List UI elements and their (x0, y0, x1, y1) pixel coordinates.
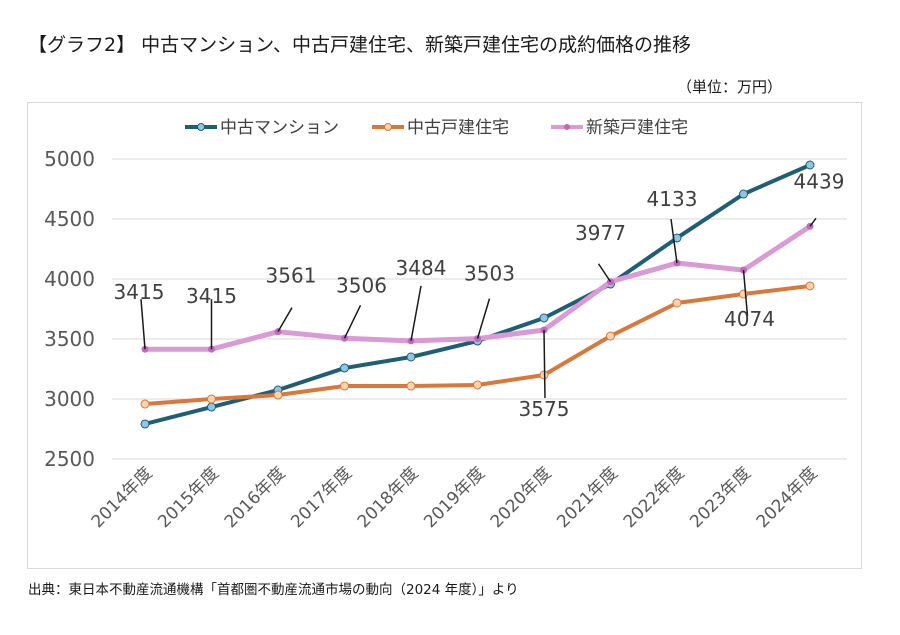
leader-line (343, 304, 362, 339)
data-point (207, 394, 216, 404)
x-tick-label: 2022年度 (620, 463, 689, 532)
leader-line (742, 270, 749, 317)
data-point (739, 189, 748, 199)
data-point (473, 380, 482, 390)
legend-marker (564, 124, 570, 130)
chart-title: 【グラフ2】 中古マンション、中古戸建住宅、新築戸建住宅の成約価格の推移 (28, 34, 691, 56)
legend-item: 中古マンション (185, 118, 339, 138)
data-point (207, 402, 216, 412)
legend-item: 新築戸建住宅 (551, 118, 688, 138)
data-label: 3503 (464, 262, 515, 286)
data-point (340, 363, 349, 373)
leader-line (670, 218, 678, 264)
data-point (140, 399, 150, 409)
x-tick-label: 2021年度 (553, 463, 622, 532)
data-label: 3415 (114, 280, 165, 304)
y-tick-label: 2500 (44, 447, 95, 471)
x-axis-ticks: 2014年度2015年度2016年度2017年度2018年度2019年度2020… (88, 463, 822, 532)
data-label: 3506 (336, 273, 387, 297)
legend: 中古マンション 中古戸建住宅 新築戸建住宅 (185, 118, 688, 138)
leader-line (410, 285, 422, 342)
data-point (805, 160, 815, 170)
leader-line (277, 307, 293, 333)
source-note: 出典：東日本不動産流通機構「首都圏不動産流通市場の動向（2024 年度）」より (28, 582, 519, 598)
x-tick-label: 2015年度 (154, 463, 223, 532)
data-label: 3561 (266, 264, 317, 288)
y-tick-label: 5000 (44, 147, 95, 171)
series-line (145, 224, 812, 352)
y-axis-ticks: 2500 3000 3500 4000 4500 5000 (44, 147, 95, 471)
leader-line (140, 299, 146, 350)
data-label: 3575 (519, 397, 570, 421)
unit-label: （単位：万円） (676, 78, 782, 96)
x-tick-label: 2023年度 (686, 463, 755, 532)
y-tick-label: 3000 (44, 387, 95, 411)
x-tick-label: 2014年度 (88, 463, 157, 532)
data-label: 3484 (396, 256, 447, 280)
data-point (672, 298, 682, 308)
leader-line (809, 217, 817, 227)
legend-marker (384, 123, 392, 131)
x-tick-label: 2017年度 (287, 463, 356, 532)
x-tick-label: 2018年度 (354, 463, 423, 532)
series-2 (141, 222, 814, 353)
x-tick-label: 2019年度 (420, 463, 489, 532)
data-point (406, 381, 416, 391)
legend-marker (197, 123, 205, 131)
x-tick-label: 2024年度 (753, 463, 822, 532)
legend-item: 中古戸建住宅 (372, 118, 509, 138)
y-tick-label: 3500 (44, 327, 95, 351)
data-point (539, 313, 549, 323)
data-label: 4439 (794, 169, 845, 193)
legend-label: 中古マンション (220, 118, 339, 138)
leader-line (543, 329, 546, 399)
gridlines (112, 158, 847, 460)
data-label: 4074 (724, 307, 775, 331)
data-point (606, 331, 615, 341)
data-point (140, 419, 150, 429)
data-point (273, 390, 283, 400)
leader-line (476, 298, 491, 339)
data-point (805, 281, 815, 291)
data-label: 3977 (575, 221, 626, 245)
y-tick-label: 4500 (44, 207, 95, 231)
leader-line (597, 263, 612, 283)
data-labels: 3415 3415 3561 3506 3484 3503 3575 3977 4133 4074… (114, 169, 845, 421)
label-leader-lines (140, 217, 817, 399)
series-1 (140, 281, 815, 409)
series-lines (140, 160, 815, 429)
legend-label: 中古戸建住宅 (407, 118, 509, 138)
chart-frame (27, 102, 862, 569)
data-point (406, 352, 416, 362)
x-tick-label: 2020年度 (487, 463, 556, 532)
x-tick-label: 2016年度 (221, 463, 290, 532)
data-label: 4133 (647, 187, 698, 211)
y-tick-label: 4000 (44, 267, 95, 291)
legend-label: 新築戸建住宅 (586, 118, 688, 138)
data-point (340, 381, 349, 391)
data-label: 3415 (186, 284, 237, 308)
